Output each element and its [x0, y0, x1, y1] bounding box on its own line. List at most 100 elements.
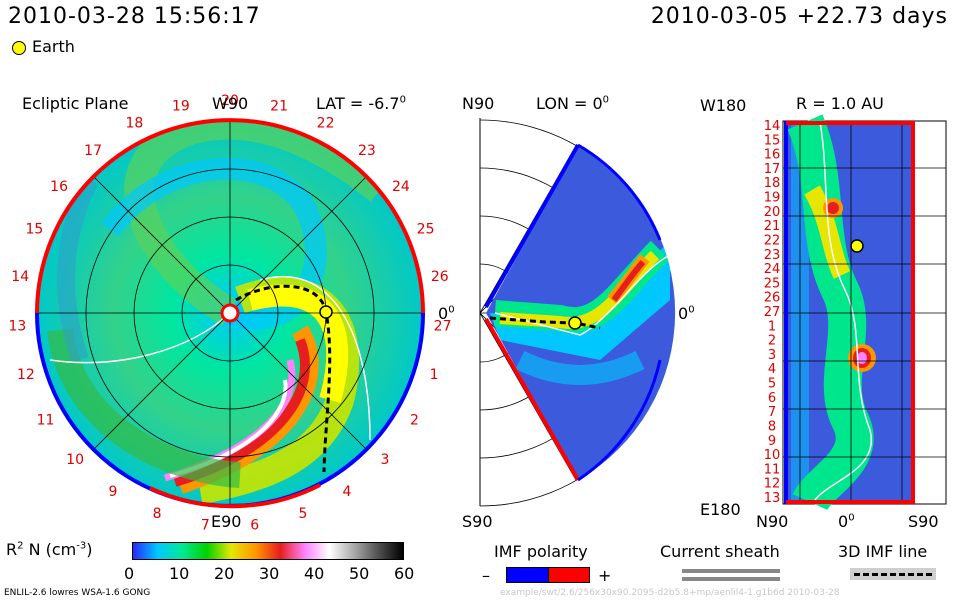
watermark-label: example/swt/2.6/256x30x90.2095-d2b5.8+mp…	[500, 588, 840, 598]
radial-day-label: 26	[764, 291, 781, 306]
radius-label: R = 1.0 AU	[796, 94, 884, 113]
colorbar-tick-label: 50	[349, 564, 370, 583]
radial-plot: 1415161718192021222324252627123456789101…	[764, 114, 947, 510]
ecliptic-day-label: 6	[250, 518, 259, 530]
ecliptic-day-label: 17	[84, 143, 102, 159]
ecliptic-day-label: 1	[430, 367, 439, 383]
colorbar-tick-label: 10	[169, 564, 190, 583]
imf-plus-label: +	[598, 566, 612, 585]
earth-legend-icon	[12, 41, 26, 55]
ecliptic-day-label: 14	[11, 269, 29, 285]
lon-label: LON = 00	[536, 94, 610, 113]
imf-line-swatch	[850, 568, 936, 580]
radial-day-label: 14	[764, 119, 781, 134]
colorbar-label: R2 N (cm-3)	[6, 540, 93, 559]
radial-day-label: 4	[768, 362, 776, 377]
ecliptic-day-label: 2	[410, 413, 419, 429]
radial-day-label: 11	[764, 462, 781, 477]
imf-negative-swatch	[506, 567, 549, 583]
s90-label: S90	[462, 512, 493, 531]
earth-marker	[319, 305, 333, 319]
current-sheath-line-2	[682, 577, 780, 581]
current-sheath-title: Current sheath	[660, 542, 780, 561]
ecliptic-day-label: 27	[434, 318, 452, 334]
imf-minus-label: –	[482, 566, 490, 585]
e180-label: E180	[700, 500, 741, 519]
ecliptic-day-label: 20	[221, 93, 239, 109]
radial-day-label: 21	[764, 219, 781, 234]
ecliptic-day-label: 15	[25, 222, 43, 238]
ecliptic-day-label: 10	[66, 452, 84, 468]
radial-day-label: 24	[764, 262, 781, 277]
radial-x-n90: N90	[756, 512, 789, 531]
radial-day-label: 16	[764, 148, 781, 163]
colorbar-tick-label: 60	[394, 564, 415, 583]
current-sheath-line-1	[682, 569, 780, 573]
radial-day-label: 23	[764, 248, 781, 263]
ecliptic-day-label: 12	[17, 367, 35, 383]
radial-day-label: 10	[764, 448, 781, 463]
w90-label: W90	[212, 94, 249, 113]
radial-day-label: 5	[768, 377, 776, 392]
ecliptic-day-label: 26	[431, 269, 449, 285]
radial-day-label: 7	[768, 405, 776, 420]
radial-day-label: 6	[768, 391, 776, 406]
radial-day-label: 2	[768, 334, 776, 349]
radial-day-label: 3	[768, 348, 776, 363]
radial-day-label: 18	[764, 176, 781, 191]
ecliptic-zero-label: 00	[438, 304, 455, 323]
meridional-zero-label: 00	[678, 304, 695, 323]
earth-marker-radial	[850, 239, 864, 253]
ecliptic-day-label: 9	[109, 484, 118, 500]
ecliptic-title: Ecliptic Plane	[22, 94, 129, 113]
colorbar-tick-label: 0	[124, 564, 135, 583]
radial-day-label: 12	[764, 477, 781, 492]
radial-day-label: 27	[764, 305, 781, 320]
earth-legend-label: Earth	[32, 37, 75, 56]
imf-positive-swatch	[548, 567, 590, 583]
radial-x-s90: S90	[908, 512, 939, 531]
w180-label: W180	[700, 96, 747, 115]
ecliptic-day-label: 11	[37, 413, 55, 429]
colorbar-tick-label: 30	[259, 564, 280, 583]
radial-day-label: 25	[764, 276, 781, 291]
ecliptic-day-label: 21	[270, 99, 288, 115]
colorbar-tick-label: 20	[214, 564, 235, 583]
radial-day-label: 20	[764, 205, 781, 220]
colorbar-tick-label: 40	[304, 564, 325, 583]
ecliptic-day-label: 3	[380, 452, 389, 468]
lat-label: LAT = -6.70	[316, 94, 406, 113]
ecliptic-day-label: 24	[392, 179, 410, 195]
ecliptic-day-label: 22	[317, 116, 335, 132]
radial-day-label: 8	[768, 420, 776, 435]
radial-x-zero: 00	[838, 512, 855, 531]
ecliptic-day-label: 23	[358, 143, 376, 159]
ecliptic-day-label: 16	[50, 179, 68, 195]
imf-polarity-title: IMF polarity	[494, 542, 588, 561]
e90-label: E90	[211, 512, 242, 531]
radial-day-label: 1	[768, 319, 776, 334]
ecliptic-day-label: 19	[172, 99, 190, 115]
reference-label: 2010-03-05 +22.73 days	[650, 4, 948, 29]
radial-day-label: 13	[764, 491, 781, 506]
radial-day-label: 19	[764, 191, 781, 206]
ecliptic-plane-plot: 20 21222324252627123456789101112131415161…	[8, 93, 452, 530]
radial-day-label: 22	[764, 234, 781, 249]
ecliptic-day-label: 4	[343, 484, 352, 500]
meridional-plot	[479, 118, 676, 507]
imf-line-title: 3D IMF line	[838, 542, 928, 561]
earth-marker-meridional	[568, 316, 582, 330]
model-label: ENLIL-2.6 lowres WSA-1.6 GONG	[4, 588, 151, 598]
density-colorbar	[132, 542, 404, 560]
ecliptic-day-label: 5	[298, 506, 307, 522]
ecliptic-day-label: 25	[417, 222, 435, 238]
radial-day-label: 9	[768, 434, 776, 449]
ecliptic-day-label: 7	[201, 518, 210, 530]
n90-label: N90	[462, 94, 495, 113]
ecliptic-day-label: 13	[8, 318, 26, 334]
radial-day-label: 15	[764, 133, 781, 148]
ecliptic-day-label: 18	[125, 116, 143, 132]
datetime-label: 2010-03-28 15:56:17	[8, 4, 261, 29]
ecliptic-day-label: 8	[153, 506, 162, 522]
